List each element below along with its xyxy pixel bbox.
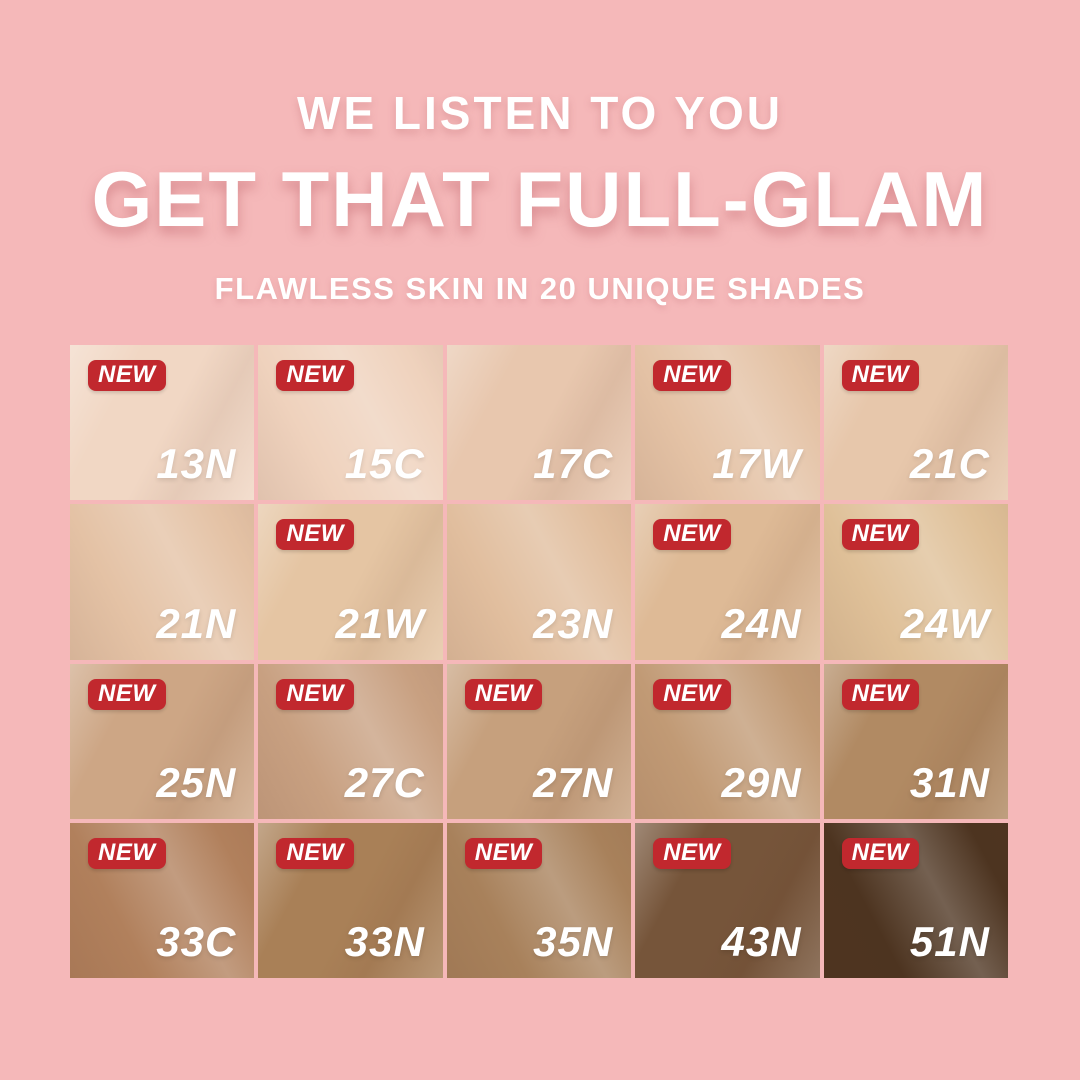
shade-label: 17W <box>712 440 802 488</box>
shade-swatch: NEW 21C <box>823 345 1008 501</box>
banner-header: WE LISTEN TO YOU GET THAT FULL-GLAM FLAW… <box>0 0 1080 307</box>
shade-label: 43N <box>721 918 802 965</box>
header-title: GET THAT FULL-GLAM <box>91 155 989 243</box>
shade-swatch: NEW 33C <box>70 822 255 978</box>
shade-label: 21C <box>909 440 990 488</box>
new-badge: NEW <box>88 360 166 391</box>
shade-swatch: NEW 43N <box>635 822 820 978</box>
shade-swatch: NEW 35N <box>446 822 632 978</box>
new-badge: NEW <box>276 837 354 869</box>
shade-swatch: NEW 21W <box>258 504 443 660</box>
shade-swatch: NEW 15C <box>258 345 443 501</box>
new-badge: NEW <box>653 837 731 869</box>
new-badge: NEW <box>841 519 920 551</box>
shade-swatch: NEW 27C <box>258 663 443 819</box>
header-tagline: WE LISTEN TO YOU <box>297 87 783 139</box>
shade-swatch: NEW 24N <box>635 504 820 660</box>
shade-swatch: NEW 33N <box>258 822 443 978</box>
new-badge: NEW <box>276 519 354 551</box>
shade-label: 24W <box>900 599 990 647</box>
shade-swatch: 17C <box>446 345 632 501</box>
new-badge: NEW <box>464 678 543 710</box>
shade-swatch: 23N <box>446 504 632 660</box>
shade-label: 25N <box>156 758 237 806</box>
shade-label: 21W <box>335 599 425 647</box>
shade-swatch: 21N <box>70 504 255 660</box>
shade-swatch: NEW 17W <box>635 345 820 501</box>
new-badge: NEW <box>841 837 920 869</box>
new-badge: NEW <box>88 678 166 710</box>
shade-label: 35N <box>533 918 614 965</box>
shade-label: 23N <box>533 599 614 647</box>
shade-label: 33N <box>344 918 425 965</box>
shade-label: 13N <box>156 440 237 488</box>
shade-swatch: NEW 13N <box>70 345 255 501</box>
shade-swatch: NEW 25N <box>70 663 255 819</box>
shade-label: 51N <box>909 918 990 965</box>
new-badge: NEW <box>841 360 920 391</box>
new-badge: NEW <box>653 519 731 551</box>
shade-grid: NEW 13N NEW 15C 17C NEW 17W NEW 21C 21N NEW 21W 23N N… <box>70 345 1008 978</box>
new-badge: NEW <box>276 360 354 391</box>
shade-swatch: NEW 31N <box>823 663 1008 819</box>
shade-label: 27C <box>344 758 425 806</box>
shade-label: 33C <box>156 918 237 965</box>
new-badge: NEW <box>653 360 731 391</box>
shade-label: 17C <box>533 440 614 488</box>
new-badge: NEW <box>464 837 543 869</box>
new-badge: NEW <box>653 678 731 710</box>
shade-label: 27N <box>533 758 614 806</box>
new-badge: NEW <box>841 678 920 710</box>
shade-swatch: NEW 27N <box>446 663 632 819</box>
new-badge: NEW <box>276 678 354 710</box>
shade-swatch: NEW 29N <box>635 663 820 819</box>
shade-swatch: NEW 51N <box>823 822 1008 978</box>
shade-swatch: NEW 24W <box>823 504 1008 660</box>
shade-label: 24N <box>721 599 802 647</box>
shade-label: 15C <box>344 440 425 488</box>
header-subtitle: FLAWLESS SKIN IN 20 UNIQUE SHADES <box>214 271 866 306</box>
shade-label: 21N <box>156 599 237 647</box>
new-badge: NEW <box>88 837 166 869</box>
shade-label: 31N <box>909 758 990 806</box>
shade-label: 29N <box>721 758 802 806</box>
